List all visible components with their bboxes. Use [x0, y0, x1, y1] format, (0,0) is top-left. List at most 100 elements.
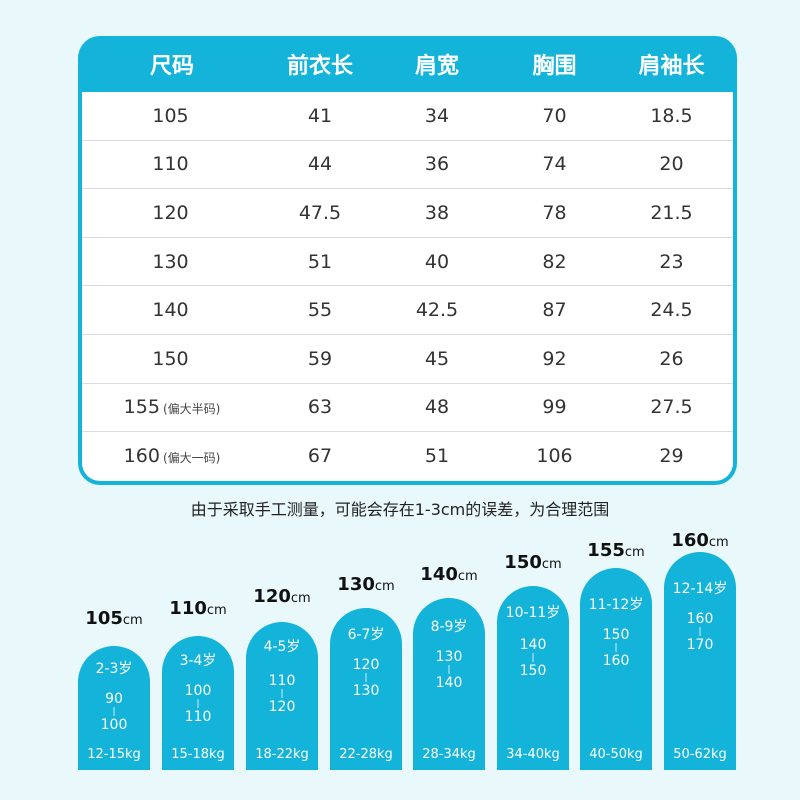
- range-divider: |: [447, 665, 451, 675]
- cell-shoulder: 40: [424, 250, 450, 273]
- size-pillar: 4-5岁 110 | 120 18-22kg: [246, 622, 318, 770]
- range-to: 130: [352, 683, 380, 699]
- cell-shoulder: 34: [424, 104, 450, 127]
- cell-size: 150: [82, 348, 262, 370]
- height-value: 150: [504, 552, 542, 573]
- height-value: 130: [337, 574, 375, 595]
- header-chest: 胸围: [532, 54, 577, 79]
- table-header: 尺码 前衣长 肩宽 胸围 肩袖长: [82, 36, 733, 92]
- size-column: 105cm 2-3岁 90 | 100 12-15kg: [78, 602, 150, 770]
- range-to: 110: [184, 709, 212, 725]
- range-to: 150: [519, 663, 547, 679]
- cell-size: 110: [82, 153, 262, 175]
- measurement-note: 由于采取手工测量，可能会存在1-3cm的误差，为合理范围: [190, 500, 610, 519]
- range-divider: |: [531, 653, 535, 663]
- size-pillar: 2-3岁 90 | 100 12-15kg: [78, 646, 150, 770]
- table-row: 160 (偏大一码) 67 51 106 29: [82, 432, 733, 481]
- cell-size: 105: [82, 105, 262, 127]
- cell-shoulder: 36: [424, 153, 450, 176]
- cell-chest: 106: [536, 445, 573, 468]
- height-label: 140cm: [413, 564, 485, 585]
- size-note: (偏大半码): [162, 402, 221, 417]
- cell-sleeve: 26: [659, 347, 684, 370]
- height-label: 110cm: [162, 598, 234, 619]
- range-label: 160 | 170: [664, 610, 736, 654]
- table-row: 150 59 45 92 26: [82, 335, 733, 384]
- range-from: 110: [268, 673, 296, 689]
- size-pillar: 12-14岁 160 | 170 50-62kg: [664, 552, 736, 770]
- header-size: 尺码: [149, 54, 194, 79]
- height-label: 160cm: [664, 530, 736, 551]
- cell-chest: 74: [542, 153, 567, 176]
- weight-label: 12-15kg: [87, 747, 141, 762]
- height-value: 160: [671, 530, 709, 551]
- cell-size: 120: [82, 202, 262, 224]
- age-label: 10-11岁: [505, 605, 561, 621]
- range-from: 160: [686, 611, 714, 627]
- size-pillar: 6-7岁 120 | 130 22-28kg: [330, 608, 402, 770]
- height-label: 105cm: [78, 608, 150, 629]
- cell-shoulder: 45: [424, 347, 450, 370]
- size-value: 120: [152, 201, 189, 224]
- age-label: 8-9岁: [430, 619, 468, 635]
- table-row: 130 51 40 82 23: [82, 238, 733, 287]
- size-column: 110cm 3-4岁 100 | 110 15-18kg: [162, 594, 234, 770]
- cell-front-length: 59: [307, 347, 333, 370]
- height-unit: cm: [290, 591, 311, 606]
- range-label: 100 | 110: [162, 682, 234, 726]
- range-from: 100: [184, 683, 212, 699]
- height-label: 155cm: [580, 540, 652, 561]
- height-unit: cm: [206, 603, 227, 618]
- height-unit: cm: [624, 545, 645, 560]
- cell-chest: 70: [542, 104, 567, 127]
- range-divider: |: [112, 707, 116, 717]
- size-pillar: 10-11岁 140 | 150 34-40kg: [497, 586, 569, 770]
- cell-sleeve: 24.5: [650, 299, 693, 322]
- cell-front-length: 47.5: [298, 201, 342, 224]
- cell-size: 155 (偏大半码): [82, 396, 262, 418]
- header-front-length: 前衣长: [286, 54, 353, 79]
- range-label: 150 | 160: [580, 626, 652, 670]
- cell-chest: 92: [542, 347, 567, 370]
- size-pillar: 8-9岁 130 | 140 28-34kg: [413, 598, 485, 770]
- weight-label: 18-22kg: [255, 747, 309, 762]
- height-value: 155: [587, 540, 625, 561]
- height-value: 120: [253, 586, 291, 607]
- range-from: 90: [105, 691, 123, 707]
- cell-sleeve: 27.5: [650, 396, 693, 419]
- table-row: 110 44 36 74 20: [82, 141, 733, 190]
- cell-front-length: 44: [307, 153, 333, 176]
- weight-label: 22-28kg: [339, 747, 393, 762]
- cell-sleeve: 21.5: [650, 201, 693, 224]
- cell-sleeve: 23: [659, 250, 684, 273]
- range-from: 140: [519, 637, 547, 653]
- range-label: 110 | 120: [246, 672, 318, 716]
- cell-size: 130: [82, 251, 262, 273]
- cell-chest: 87: [542, 299, 567, 322]
- height-label: 130cm: [330, 574, 402, 595]
- size-pillar: 3-4岁 100 | 110 15-18kg: [162, 636, 234, 770]
- cell-front-length: 51: [307, 250, 333, 273]
- weight-label: 40-50kg: [589, 747, 643, 762]
- range-from: 150: [602, 627, 630, 643]
- cell-front-length: 67: [307, 445, 333, 468]
- cell-front-length: 55: [307, 299, 333, 322]
- weight-label: 34-40kg: [506, 747, 560, 762]
- range-divider: |: [196, 699, 200, 709]
- range-divider: |: [614, 643, 618, 653]
- size-value: 150: [152, 347, 189, 370]
- cell-chest: 78: [542, 201, 567, 224]
- height-unit: cm: [541, 557, 562, 572]
- weight-label: 15-18kg: [171, 747, 225, 762]
- height-unit: cm: [122, 613, 143, 628]
- range-label: 130 | 140: [413, 648, 485, 692]
- size-value: 155: [123, 396, 160, 419]
- height-label: 150cm: [497, 552, 569, 573]
- size-value: 130: [152, 250, 189, 273]
- cell-shoulder: 42.5: [415, 299, 459, 322]
- height-value: 105: [85, 608, 123, 629]
- cell-sleeve: 20: [659, 153, 684, 176]
- size-value: 140: [152, 299, 189, 322]
- header-sleeve: 肩袖长: [638, 54, 705, 79]
- height-unit: cm: [374, 579, 395, 594]
